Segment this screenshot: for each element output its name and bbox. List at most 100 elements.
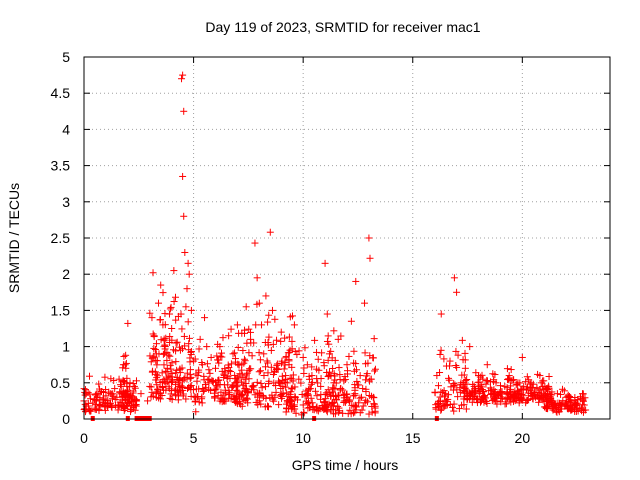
data-point [315, 366, 323, 374]
data-point [563, 398, 571, 406]
data-point [124, 400, 132, 408]
data-point [295, 375, 303, 383]
data-point [199, 387, 207, 395]
data-point [147, 383, 155, 391]
data-point [242, 303, 250, 311]
data-point [461, 349, 469, 357]
data-point [560, 387, 568, 395]
data-point [352, 277, 360, 285]
data-point [192, 370, 200, 378]
data-point [287, 397, 295, 405]
data-point [253, 300, 261, 308]
data-point [175, 343, 183, 351]
data-point [475, 382, 483, 390]
data-point [573, 404, 581, 412]
data-point [182, 395, 190, 403]
data-point [183, 369, 191, 377]
data-point [526, 384, 534, 392]
data-point [342, 396, 350, 404]
data-point [265, 377, 273, 385]
data-point [553, 390, 561, 398]
data-point [117, 390, 125, 398]
data-point [503, 365, 511, 373]
data-point [461, 364, 469, 372]
data-point [170, 298, 178, 306]
data-point [220, 391, 228, 399]
data-point [497, 382, 505, 390]
data-point [261, 338, 269, 346]
data-point [351, 401, 359, 409]
data-point [352, 403, 360, 411]
data-point [214, 340, 222, 348]
data-point [162, 367, 170, 375]
y-tick-label: 2 [62, 266, 70, 282]
data-point [324, 386, 332, 394]
data-point [331, 410, 339, 418]
data-point [562, 401, 570, 409]
data-point [365, 391, 373, 399]
data-point [355, 381, 363, 389]
data-point [234, 343, 242, 351]
data-point [266, 394, 274, 402]
data-point [265, 333, 273, 341]
data-point [235, 399, 243, 407]
data-point [454, 393, 462, 401]
data-point [185, 270, 193, 278]
data-point [288, 337, 296, 345]
data-point [122, 359, 130, 367]
data-point [359, 402, 367, 410]
data-point [446, 357, 454, 365]
y-tick-label: 0.5 [51, 375, 71, 391]
data-point [561, 400, 569, 408]
data-point [172, 293, 180, 301]
data-point [509, 376, 517, 384]
data-point [182, 303, 190, 311]
data-point [192, 408, 200, 416]
data-point [460, 371, 468, 379]
data-point [547, 398, 555, 406]
data-point [219, 334, 227, 342]
data-point [551, 400, 559, 408]
data-point [221, 386, 229, 394]
data-point [451, 381, 459, 389]
data-point [260, 350, 268, 358]
data-point [273, 360, 281, 368]
data-point [507, 366, 515, 374]
data-point [187, 306, 195, 314]
data-point [330, 327, 338, 335]
data-point [353, 366, 361, 374]
data-point [279, 382, 287, 390]
data-point [452, 347, 460, 355]
data-point [472, 369, 480, 377]
data-point [266, 228, 274, 236]
data-point [345, 352, 353, 360]
y-tick-label: 2.5 [51, 230, 71, 246]
data-point [489, 370, 497, 378]
data-point [277, 328, 285, 336]
data-point [515, 399, 523, 407]
data-point [482, 380, 490, 388]
data-point [324, 332, 332, 340]
data-point [101, 406, 109, 414]
data-point [262, 292, 270, 300]
data-point [248, 382, 256, 390]
data-point [243, 369, 251, 377]
data-point [458, 401, 466, 409]
data-point [157, 281, 165, 289]
y-tick-label: 4 [62, 121, 70, 137]
data-point [181, 248, 189, 256]
data-point [198, 395, 206, 403]
data-point [268, 306, 276, 314]
data-point [166, 305, 174, 313]
data-point [256, 356, 264, 364]
data-point [253, 389, 261, 397]
data-point [160, 335, 168, 343]
data-point [317, 382, 325, 390]
data-point [371, 407, 379, 415]
data-point [525, 376, 533, 384]
data-point [300, 364, 308, 372]
data-point [347, 410, 355, 418]
data-point [361, 299, 369, 307]
data-point [245, 325, 253, 333]
data-point [170, 267, 178, 275]
